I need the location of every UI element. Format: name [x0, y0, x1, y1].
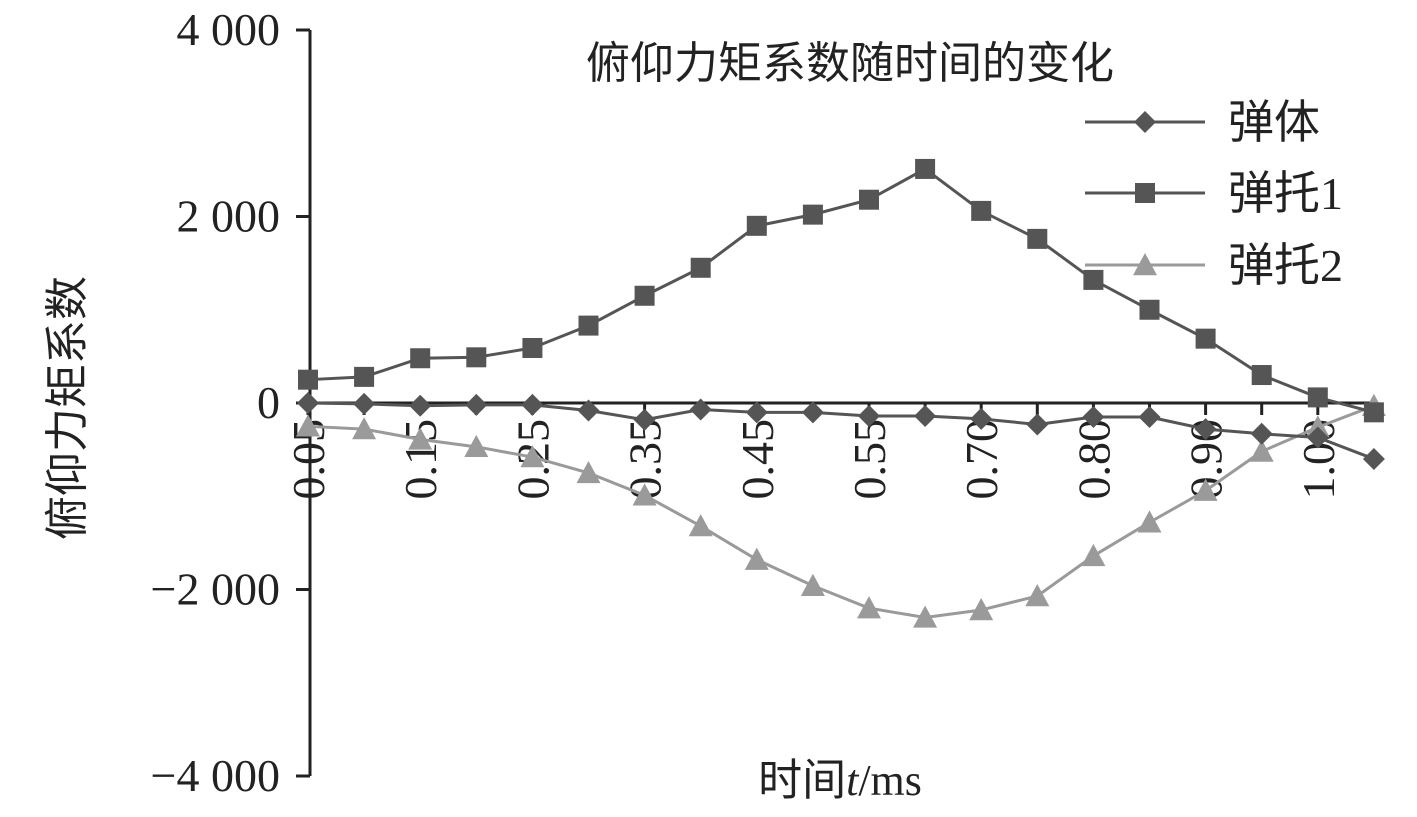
y-tick-label: 4 000: [177, 4, 281, 55]
series-2-point: [802, 204, 823, 225]
series-3-point: [576, 460, 601, 484]
series-2-point: [634, 285, 655, 306]
series-2-point: [466, 347, 487, 368]
series-3-point: [913, 605, 938, 628]
series-2-point: [354, 366, 375, 387]
series-2-point: [971, 200, 992, 221]
series-1-point: [577, 399, 600, 422]
series-2-point: [410, 348, 431, 369]
series-1-point: [1362, 447, 1385, 470]
series-2-point: [915, 158, 936, 179]
y-ticks: −4 000 −2 000 0 2 000 4 000: [151, 4, 310, 801]
series-2-point: [522, 337, 543, 358]
series-3-point: [632, 483, 657, 506]
series-1-point: [465, 393, 488, 416]
x-tick-label: 0.80: [1068, 419, 1119, 500]
series-3-point: [1081, 543, 1106, 567]
series-3-point: [408, 427, 433, 450]
y-tick-label: 2 000: [177, 191, 281, 242]
series-1-point: [297, 392, 319, 414]
series-2-point: [298, 369, 318, 390]
series-2-point: [1027, 228, 1048, 249]
series-2-point: [1307, 387, 1328, 408]
x-tick-label: 0.45: [732, 419, 783, 500]
series-3-point: [800, 573, 825, 596]
legend-swatch-marker: [1133, 253, 1157, 276]
series-1-point: [353, 392, 376, 415]
x-tick-label: 0.70: [956, 419, 1007, 500]
series-1-point: [633, 408, 656, 431]
series-1: [297, 392, 1385, 470]
x-axis-label: 时间t/ms: [758, 756, 922, 805]
series-2: [298, 158, 1384, 423]
legend-swatch-marker: [1135, 183, 1155, 203]
legend-label: 弹体: [1228, 97, 1320, 148]
chart-title: 俯仰力矩系数随时间的变化: [586, 39, 1114, 88]
series-1-point: [689, 398, 712, 421]
series-2-point: [578, 315, 599, 336]
series-2-point: [690, 257, 711, 278]
x-axis-label-variable: t: [846, 756, 860, 805]
series-1-point: [1194, 418, 1217, 441]
series-1-point: [1026, 413, 1049, 436]
series-3-point: [1193, 478, 1218, 501]
series-1-point: [1250, 422, 1273, 445]
series-3-point: [464, 434, 489, 458]
series-2-point: [859, 189, 879, 210]
series-3-point: [744, 547, 769, 570]
y-axis-label: 俯仰力矩系数: [43, 276, 92, 540]
series-2-point: [1363, 402, 1384, 423]
series-1-point: [858, 405, 880, 428]
series-1-point: [409, 394, 432, 417]
series-2-point: [1083, 269, 1104, 290]
series-1-point: [1138, 405, 1161, 428]
series-2-point: [1251, 365, 1272, 386]
series-3-point: [1137, 510, 1162, 533]
x-ticks: 0.050.150.250.350.450.550.700.800.901.00: [283, 403, 1376, 500]
legend-swatch-marker: [1134, 111, 1156, 133]
series-3: [296, 393, 1386, 628]
series-3-point: [520, 445, 545, 468]
x-tick-label: 0.55: [844, 419, 895, 500]
series-1-point: [914, 405, 937, 428]
series-3-point: [1025, 584, 1050, 607]
y-tick-label: −4 000: [151, 750, 280, 801]
series-3-line: [307, 404, 1375, 619]
y-tick-label: 0: [257, 377, 280, 428]
series-2-point: [1195, 328, 1216, 349]
series-3-point: [969, 598, 994, 621]
series-1-point: [970, 407, 993, 430]
series-3-point: [296, 414, 320, 437]
legend-label: 弹托1: [1228, 168, 1343, 219]
series-1-point: [801, 401, 824, 424]
series-3-point: [1305, 415, 1330, 438]
x-axis-label-prefix: 时间: [758, 756, 846, 805]
series-layer: [296, 158, 1386, 628]
series-1-point: [745, 401, 768, 424]
series-1-point: [1306, 426, 1329, 449]
series-2-point: [1139, 299, 1160, 320]
legend-label: 弹托2: [1228, 240, 1343, 291]
series-2-point: [746, 215, 767, 236]
series-2-line: [307, 167, 1375, 414]
x-axis-label-unit: /ms: [858, 756, 922, 805]
series-3-point: [352, 417, 377, 440]
series-1-point: [521, 393, 544, 416]
series-3-point: [688, 514, 713, 537]
series-3-point: [1249, 439, 1274, 462]
y-tick-label: −2 000: [151, 564, 280, 615]
series-3-point: [857, 596, 881, 619]
series-1-point: [1082, 405, 1105, 428]
